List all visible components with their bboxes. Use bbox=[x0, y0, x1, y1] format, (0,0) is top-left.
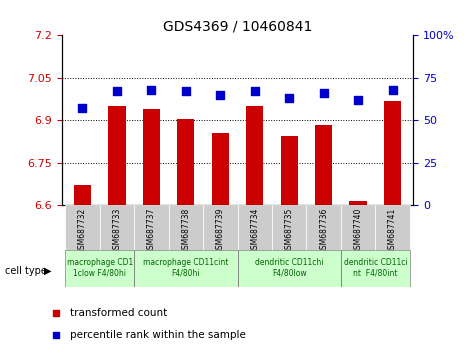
Text: percentile rank within the sample: percentile rank within the sample bbox=[70, 330, 246, 340]
Point bbox=[251, 88, 258, 94]
Text: GSM687739: GSM687739 bbox=[216, 207, 225, 254]
Text: GSM687736: GSM687736 bbox=[319, 207, 328, 254]
Text: ▶: ▶ bbox=[44, 266, 51, 276]
Text: GSM687734: GSM687734 bbox=[250, 207, 259, 254]
Text: dendritic CD11ci
nt  F4/80int: dendritic CD11ci nt F4/80int bbox=[343, 258, 407, 278]
Text: dendritic CD11chi
F4/80low: dendritic CD11chi F4/80low bbox=[255, 258, 323, 278]
Bar bbox=[212, 133, 229, 205]
Text: GSM687738: GSM687738 bbox=[181, 207, 190, 254]
Point bbox=[354, 97, 362, 103]
Point bbox=[217, 92, 224, 98]
Bar bbox=[142, 109, 160, 205]
FancyBboxPatch shape bbox=[272, 205, 306, 250]
Text: GDS4369 / 10460841: GDS4369 / 10460841 bbox=[163, 19, 312, 34]
FancyBboxPatch shape bbox=[134, 250, 238, 287]
Bar bbox=[281, 136, 298, 205]
Point bbox=[319, 41, 327, 47]
Point bbox=[182, 88, 190, 94]
Text: GSM687741: GSM687741 bbox=[388, 207, 397, 254]
FancyBboxPatch shape bbox=[341, 205, 375, 250]
Text: GSM687732: GSM687732 bbox=[78, 207, 87, 254]
FancyBboxPatch shape bbox=[306, 205, 341, 250]
Point bbox=[319, 242, 327, 248]
Text: GSM687735: GSM687735 bbox=[285, 207, 294, 254]
Text: transformed count: transformed count bbox=[70, 308, 167, 318]
Point bbox=[148, 87, 155, 93]
Bar bbox=[108, 106, 125, 205]
FancyBboxPatch shape bbox=[134, 205, 169, 250]
Point bbox=[389, 87, 396, 93]
Bar bbox=[246, 106, 263, 205]
FancyBboxPatch shape bbox=[65, 250, 134, 287]
Point bbox=[113, 88, 121, 94]
FancyBboxPatch shape bbox=[203, 205, 238, 250]
Text: cell type: cell type bbox=[5, 266, 47, 276]
Point bbox=[79, 105, 86, 111]
Point bbox=[320, 90, 327, 96]
FancyBboxPatch shape bbox=[169, 205, 203, 250]
Text: macrophage CD11cint
F4/80hi: macrophage CD11cint F4/80hi bbox=[143, 258, 228, 278]
FancyBboxPatch shape bbox=[100, 205, 134, 250]
FancyBboxPatch shape bbox=[238, 250, 341, 287]
Bar bbox=[350, 201, 367, 205]
FancyBboxPatch shape bbox=[341, 250, 410, 287]
FancyBboxPatch shape bbox=[375, 205, 410, 250]
Bar bbox=[74, 185, 91, 205]
Bar bbox=[177, 119, 194, 205]
Text: macrophage CD1
1clow F4/80hi: macrophage CD1 1clow F4/80hi bbox=[66, 258, 133, 278]
Text: GSM687737: GSM687737 bbox=[147, 207, 156, 254]
FancyBboxPatch shape bbox=[238, 205, 272, 250]
Point bbox=[285, 96, 293, 101]
Bar bbox=[384, 101, 401, 205]
Bar bbox=[315, 125, 332, 205]
FancyBboxPatch shape bbox=[65, 205, 100, 250]
Text: GSM687733: GSM687733 bbox=[113, 207, 122, 254]
Text: GSM687740: GSM687740 bbox=[353, 207, 362, 254]
